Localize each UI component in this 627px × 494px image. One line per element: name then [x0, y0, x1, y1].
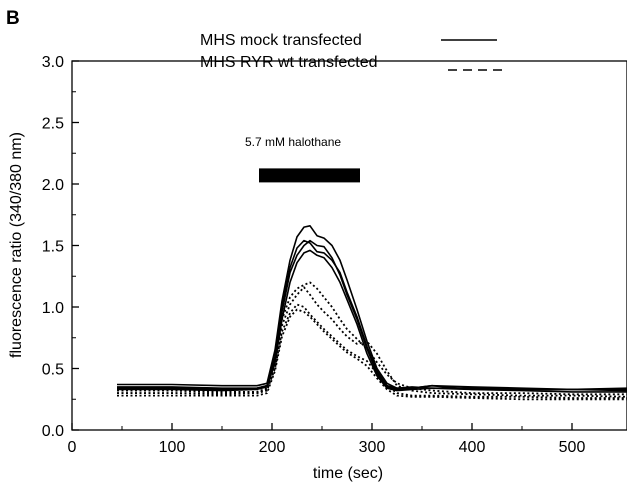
axis-ticks: 0 100 200 300 400 500 0.0 0.5 1.0 1.5 2.0 2.5 3.0 [42, 54, 586, 456]
x-tick-label: 200 [259, 439, 286, 456]
halothane-bar [259, 168, 360, 183]
y-tick-label: 1.5 [42, 239, 64, 256]
series-dashed-4 [117, 281, 627, 396]
panel-label: B [6, 8, 20, 29]
x-tick-label: 0 [68, 439, 77, 456]
x-tick-label: 300 [359, 439, 386, 456]
series-dashed-6 [117, 303, 627, 399]
x-tick-label: 400 [459, 439, 486, 456]
series-dashed-7 [117, 308, 627, 401]
y-tick-label: 1.0 [42, 300, 64, 317]
x-axis-label: time (sec) [313, 465, 383, 482]
plot-frame [71, 60, 627, 431]
annotation-label: 5.7 mM halothane [245, 135, 341, 149]
series-solid-3 [117, 249, 627, 393]
y-tick-label: 2.0 [42, 177, 64, 194]
legend: MHS mock transfected MHS RYR wt transfec… [200, 32, 504, 71]
series-dashed-5 [117, 286, 627, 398]
y-tick-label: 3.0 [42, 54, 64, 71]
series-solid-2 [117, 239, 627, 391]
x-tick-label: 500 [559, 439, 586, 456]
y-tick-label: 2.5 [42, 116, 64, 133]
y-tick-label: 0.0 [42, 423, 64, 440]
legend-label-0: MHS mock transfected [200, 32, 362, 49]
y-axis-label: fluorescence ratio (340/380 nm) [8, 132, 25, 358]
x-tick-label: 100 [159, 439, 186, 456]
legend-label-1: MHS RYR wt transfected [200, 54, 378, 71]
y-tick-label: 0.5 [42, 362, 64, 379]
series-layer [117, 225, 627, 401]
